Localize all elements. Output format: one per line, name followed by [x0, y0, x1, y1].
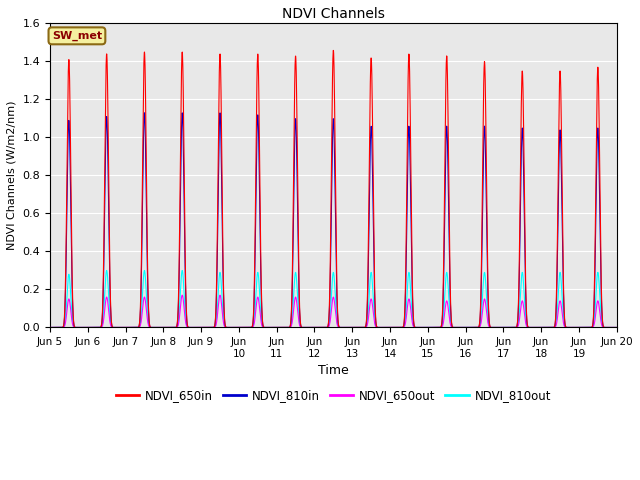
Legend: NDVI_650in, NDVI_810in, NDVI_650out, NDVI_810out: NDVI_650in, NDVI_810in, NDVI_650out, NDV… — [111, 384, 556, 407]
X-axis label: Time: Time — [318, 364, 349, 377]
Text: SW_met: SW_met — [52, 31, 102, 41]
Title: NDVI Channels: NDVI Channels — [282, 7, 385, 21]
Y-axis label: NDVI Channels (W/m2/nm): NDVI Channels (W/m2/nm) — [7, 101, 17, 250]
